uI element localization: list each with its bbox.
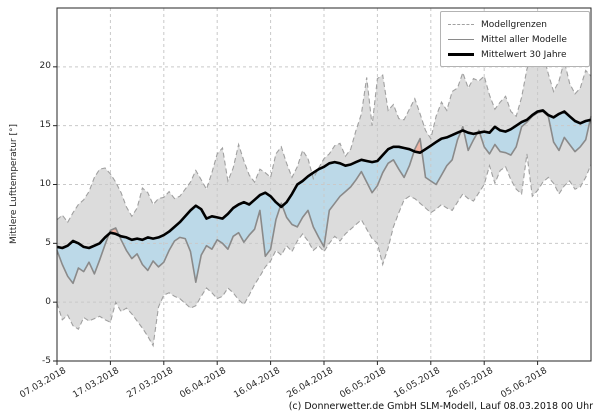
solid-gray-line-sample bbox=[448, 39, 474, 40]
dashed-gray-line-sample bbox=[448, 24, 474, 25]
thick-black-line-sample bbox=[448, 53, 474, 56]
below-climate-fill bbox=[421, 131, 462, 185]
legend-item-mittelwert-30-jahre: Mittelwert 30 Jahre bbox=[448, 47, 582, 62]
y-tick-label: 15 bbox=[39, 120, 51, 131]
y-axis-label: Mittlere Lufttemperatur [°] bbox=[9, 124, 19, 244]
y-tick-label: 10 bbox=[39, 179, 51, 189]
legend: Modellgrenzen Mittel aller Modelle Mitte… bbox=[440, 11, 590, 67]
below-climate-fill bbox=[119, 192, 281, 283]
y-tick-label: 0 bbox=[45, 296, 51, 307]
y-tick-label: -5 bbox=[42, 355, 51, 366]
below-climate-fill bbox=[479, 110, 591, 156]
legend-item-modellgrenzen: Modellgrenzen bbox=[448, 17, 582, 32]
legend-label: Mittelwert 30 Jahre bbox=[481, 49, 567, 60]
legend-label: Mittel aller Modelle bbox=[481, 34, 567, 45]
legend-label: Modellgrenzen bbox=[481, 19, 547, 30]
y-tick-label: 20 bbox=[39, 61, 51, 72]
legend-item-mittel-aller-modelle: Mittel aller Modelle bbox=[448, 32, 582, 47]
upper-model-bound-line bbox=[56, 51, 592, 224]
model-mean-line bbox=[56, 110, 592, 285]
y-tick-label: 5 bbox=[45, 237, 51, 248]
lower-model-bound-line bbox=[56, 153, 592, 348]
credit-text: (c) Donnerwetter.de GmbH SLM-Modell, Lau… bbox=[288, 401, 593, 412]
climate-mean-line bbox=[56, 109, 592, 250]
